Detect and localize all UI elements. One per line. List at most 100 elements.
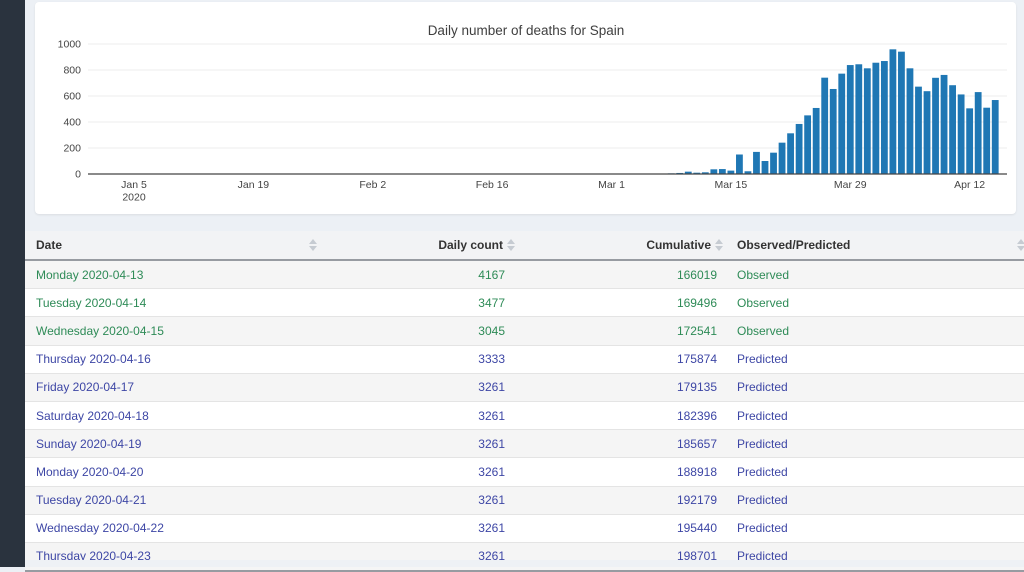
bar[interactable] bbox=[907, 68, 914, 174]
x-tick-year-label: 2020 bbox=[122, 192, 146, 204]
cell-status: Observed bbox=[723, 324, 1024, 338]
bar[interactable] bbox=[770, 153, 777, 174]
bar[interactable] bbox=[966, 108, 973, 174]
cell-date: Sunday 2020-04-19 bbox=[25, 437, 317, 451]
bar[interactable] bbox=[830, 89, 837, 174]
bar[interactable] bbox=[941, 75, 948, 174]
bar[interactable] bbox=[796, 124, 803, 174]
table-header: Date Daily count Cumulative Observed/Predic… bbox=[25, 231, 1024, 261]
cell-cumulative: 185657 bbox=[517, 437, 723, 451]
bar[interactable] bbox=[779, 143, 786, 174]
cell-daily-count: 3261 bbox=[317, 493, 517, 507]
cell-date: Thursday 2020-04-16 bbox=[25, 352, 317, 366]
bar[interactable] bbox=[864, 68, 871, 174]
bar[interactable] bbox=[847, 65, 854, 174]
cell-daily-count: 3477 bbox=[317, 296, 517, 310]
column-header-label: Date bbox=[36, 238, 62, 252]
column-header-observed-predicted[interactable]: Observed/Predicted bbox=[723, 238, 1024, 252]
y-tick-label: 200 bbox=[63, 143, 81, 155]
page-background-strip bbox=[25, 560, 1024, 567]
column-header-label: Observed/Predicted bbox=[737, 238, 850, 252]
bar[interactable] bbox=[787, 133, 794, 174]
cell-status: Predicted bbox=[723, 493, 1024, 507]
x-tick-label: Apr 12 bbox=[954, 179, 985, 191]
cell-status: Predicted bbox=[723, 352, 1024, 366]
y-tick-label: 600 bbox=[63, 91, 81, 103]
bar[interactable] bbox=[736, 155, 743, 175]
column-header-label: Cumulative bbox=[646, 238, 711, 252]
bar[interactable] bbox=[983, 108, 990, 174]
bar[interactable] bbox=[762, 161, 769, 174]
cell-date: Friday 2020-04-17 bbox=[25, 380, 317, 394]
cell-cumulative: 182396 bbox=[517, 409, 723, 423]
bar[interactable] bbox=[804, 115, 811, 174]
cell-status: Predicted bbox=[723, 409, 1024, 423]
cell-status: Predicted bbox=[723, 465, 1024, 479]
column-header-daily-count[interactable]: Daily count bbox=[317, 238, 517, 252]
bar[interactable] bbox=[898, 52, 905, 174]
x-tick-label: Feb 16 bbox=[476, 179, 509, 191]
bar[interactable] bbox=[932, 78, 939, 174]
x-tick-label: Jan 19 bbox=[238, 179, 270, 191]
bar[interactable] bbox=[855, 64, 862, 174]
bar[interactable] bbox=[872, 63, 879, 174]
cell-date: Wednesday 2020-04-22 bbox=[25, 521, 317, 535]
cell-daily-count: 4167 bbox=[317, 268, 517, 282]
cell-cumulative: 166019 bbox=[517, 268, 723, 282]
bar[interactable] bbox=[890, 49, 897, 174]
cell-cumulative: 172541 bbox=[517, 324, 723, 338]
sort-icon[interactable] bbox=[506, 239, 515, 251]
cell-daily-count: 3261 bbox=[317, 521, 517, 535]
bar[interactable] bbox=[710, 169, 717, 174]
column-header-date[interactable]: Date bbox=[25, 238, 317, 252]
bar[interactable] bbox=[821, 78, 828, 174]
bar[interactable] bbox=[949, 85, 956, 174]
x-tick-label: Mar 29 bbox=[834, 179, 867, 191]
cell-status: Predicted bbox=[723, 380, 1024, 394]
bar[interactable] bbox=[975, 92, 982, 174]
bar[interactable] bbox=[924, 91, 931, 174]
sort-icon[interactable] bbox=[1016, 239, 1024, 251]
cell-date: Tuesday 2020-04-14 bbox=[25, 296, 317, 310]
cell-cumulative: 195440 bbox=[517, 521, 723, 535]
bar[interactable] bbox=[753, 152, 760, 174]
bar[interactable] bbox=[915, 87, 922, 174]
column-header-cumulative[interactable]: Cumulative bbox=[517, 238, 723, 252]
sidebar-strip[interactable] bbox=[0, 0, 25, 567]
cell-cumulative: 169496 bbox=[517, 296, 723, 310]
sort-icon[interactable] bbox=[308, 239, 317, 251]
cell-status: Observed bbox=[723, 268, 1024, 282]
cell-daily-count: 3261 bbox=[317, 380, 517, 394]
bar[interactable] bbox=[958, 94, 965, 174]
cell-cumulative: 179135 bbox=[517, 380, 723, 394]
x-tick-label: Mar 1 bbox=[598, 179, 625, 191]
y-tick-label: 1000 bbox=[58, 39, 82, 51]
chart-title: Daily number of deaths for Spain bbox=[428, 23, 625, 38]
y-tick-label: 0 bbox=[75, 169, 81, 181]
cell-status: Predicted bbox=[723, 437, 1024, 451]
bar[interactable] bbox=[719, 169, 726, 174]
bar[interactable] bbox=[881, 61, 888, 174]
cell-date: Tuesday 2020-04-21 bbox=[25, 493, 317, 507]
cell-daily-count: 3261 bbox=[317, 465, 517, 479]
bar[interactable] bbox=[838, 74, 845, 174]
bar[interactable] bbox=[813, 108, 820, 174]
sort-icon[interactable] bbox=[714, 239, 723, 251]
data-table: Date Daily count Cumulative Observed/Predic… bbox=[25, 231, 1024, 572]
bar[interactable] bbox=[992, 100, 999, 174]
cell-cumulative: 192179 bbox=[517, 493, 723, 507]
column-header-label: Daily count bbox=[438, 238, 503, 252]
y-tick-label: 400 bbox=[63, 117, 81, 129]
